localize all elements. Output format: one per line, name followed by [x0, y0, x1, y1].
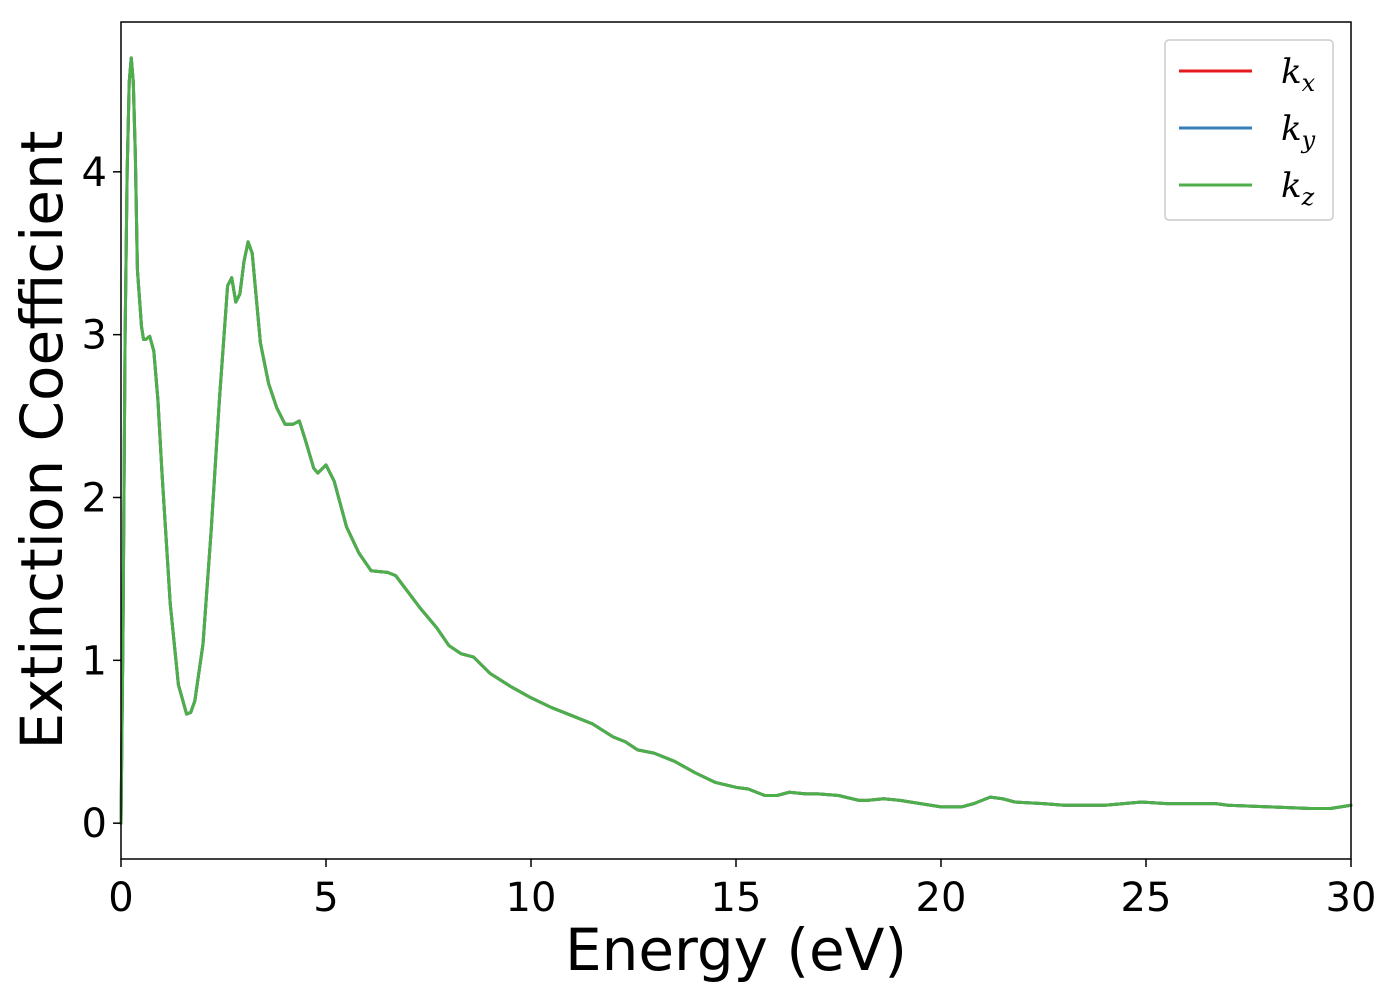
legend-label-k-z: kz	[1281, 166, 1315, 211]
x-axis-label: Energy (eV)	[565, 916, 907, 984]
y-axis-label: Extinction Coefficient	[8, 131, 76, 750]
x-tick-label: 10	[506, 875, 557, 921]
y-tick-label: 1	[82, 638, 107, 684]
y-tick-label: 2	[82, 475, 107, 521]
y-tick-label: 0	[82, 801, 107, 847]
x-tick-label: 25	[1121, 875, 1172, 921]
y-tick-label: 4	[82, 150, 107, 196]
x-tick-label: 0	[108, 875, 133, 921]
legend-box	[1164, 39, 1334, 221]
legend: kx ky kz	[1164, 39, 1334, 221]
y-tick-label: 3	[82, 313, 107, 359]
x-tick-label: 15	[711, 875, 762, 921]
legend-label-k-x: kx	[1281, 52, 1316, 97]
series-line-k-z	[119, 56, 1353, 825]
x-tick-label: 5	[313, 875, 338, 921]
x-axis-ticks: 0 5 10 15 20 25 30	[108, 859, 1376, 921]
x-tick-label: 20	[916, 875, 967, 921]
x-tick-label: 30	[1326, 875, 1377, 921]
y-axis-ticks: 0 1 2 3 4	[82, 150, 121, 847]
series-layer	[119, 56, 1353, 825]
legend-label-k-y: ky	[1281, 109, 1316, 154]
